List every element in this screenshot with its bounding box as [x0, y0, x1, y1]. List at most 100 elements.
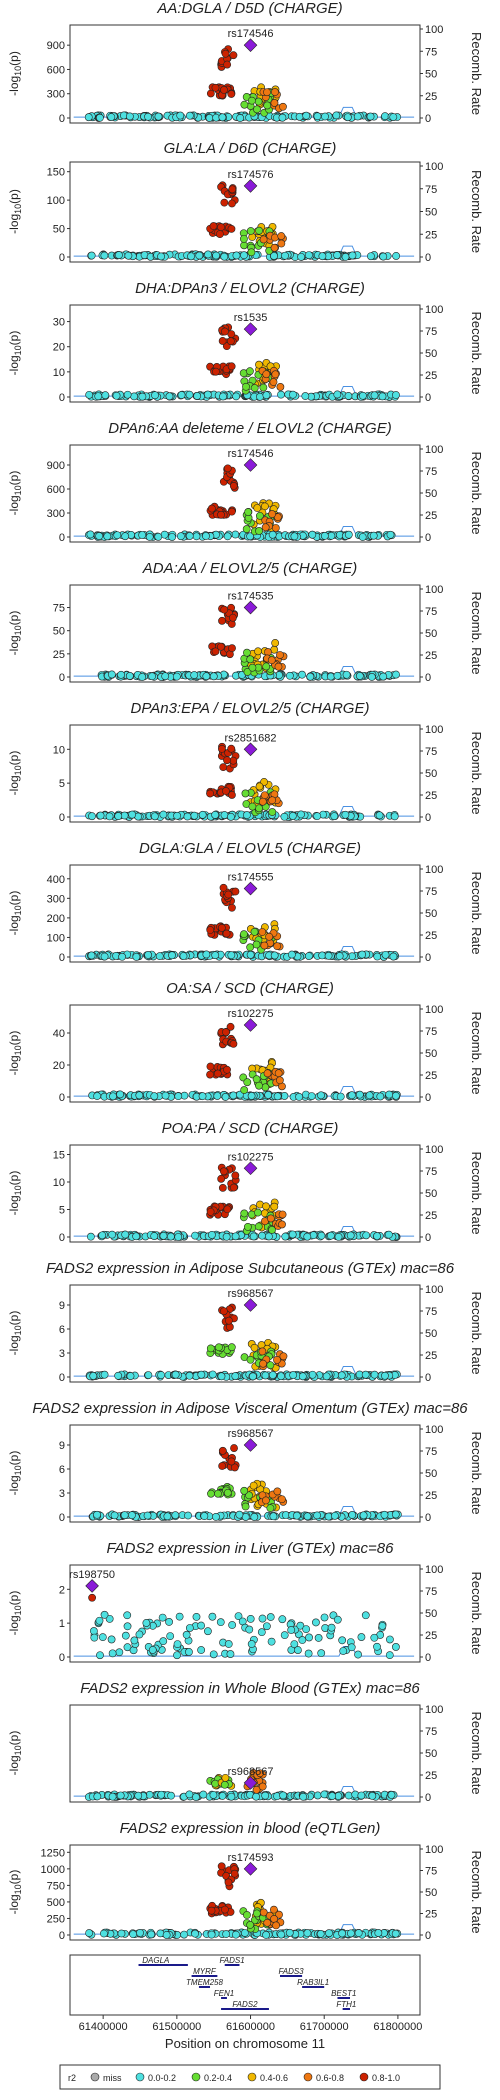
snp-point [202, 950, 211, 959]
y-axis-label-subscript: 10 [13, 905, 23, 915]
snp-point [316, 1930, 325, 1938]
y-tick-label: 0 [59, 1652, 65, 1664]
snp-point [268, 510, 276, 518]
snp-point [273, 1487, 282, 1496]
snp-point [279, 102, 287, 111]
locus-panel-3: DHA:DPAn3 / ELOVL2 (CHARGE) 0 10 20 30 0 25 50 7… [7, 280, 484, 404]
y2-tick-label: 100 [425, 584, 443, 596]
lead-snp-marker [243, 881, 258, 896]
lead-snp-marker [243, 179, 258, 193]
snp-point [365, 1091, 374, 1100]
snp-point [259, 235, 268, 244]
snp-point [114, 1371, 123, 1380]
snp-point [263, 1069, 272, 1078]
snp-point [87, 251, 96, 260]
snp-point [220, 198, 229, 207]
y-axis-label-arg: (p) [7, 1731, 21, 1746]
snp-point [230, 1444, 238, 1452]
snp-point [98, 1231, 107, 1240]
y2-tick-label: 50 [425, 348, 437, 360]
snp-point [271, 370, 280, 379]
y-axis-label: -log10(p) [7, 1870, 23, 1915]
snp-point [262, 1931, 270, 1939]
snp-point [273, 942, 282, 951]
snp-point [343, 113, 352, 122]
y-tick-label: 1000 [41, 1864, 65, 1876]
snp-point [253, 105, 261, 114]
snp-point [84, 113, 93, 122]
snp-point [130, 392, 138, 401]
y-tick-label: 100 [47, 932, 65, 944]
y2-tick-label: 50 [425, 488, 437, 500]
snp-point [173, 1651, 181, 1660]
snp-point [261, 1791, 270, 1800]
y2-tick-label: 50 [425, 908, 437, 920]
y-tick-label: 10 [53, 744, 65, 756]
snp-point [240, 1209, 249, 1218]
locus-panel-1: AA:DGLA / D5D (CHARGE) 0 300 600 900 0 25 50 75 1… [7, 0, 484, 125]
snp-point [166, 1632, 175, 1641]
lead-snp-marker [243, 458, 258, 472]
snp-point [228, 791, 236, 799]
y-axis-label-subscript: 10 [13, 66, 23, 76]
snp-point [159, 810, 168, 819]
y-tick-label: 1 [59, 1618, 65, 1630]
snp-point [223, 1205, 232, 1214]
snp-point [218, 616, 226, 625]
snp-point [278, 1615, 287, 1624]
y-axis-label: -log10(p) [7, 1451, 23, 1496]
y-axis-label-arg: (p) [7, 891, 21, 906]
snp-point [230, 1463, 239, 1472]
y-axis-label-arg: (p) [7, 331, 21, 346]
y2-tick-label: 50 [425, 1608, 437, 1620]
snp-point [271, 524, 280, 532]
snp-point [219, 1307, 228, 1316]
y2-tick-label: 0 [425, 1372, 431, 1384]
snp-point [326, 1231, 335, 1240]
y2-tick-label: 50 [425, 628, 437, 640]
snp-point [262, 1496, 270, 1505]
y-tick-label: 900 [47, 460, 65, 472]
lead-snp-marker [243, 322, 258, 336]
snp-point [246, 943, 255, 952]
snp-point [256, 392, 264, 401]
snp-point [259, 1359, 267, 1368]
snp-point [295, 1092, 304, 1101]
y-tick-label: 9 [59, 1300, 65, 1312]
snp-point [166, 1232, 175, 1241]
snp-point [174, 1092, 183, 1101]
snp-point [197, 1621, 206, 1630]
y2-tick-label: 100 [425, 1144, 443, 1156]
gene-label: MYRF [193, 1967, 217, 1976]
y-tick-label: 600 [47, 64, 65, 76]
snp-point [297, 252, 306, 261]
snp-point [220, 1780, 229, 1789]
snp-point [261, 1083, 270, 1092]
y2-axis-label: Recomb. Rate [469, 451, 484, 534]
snp-point [334, 1232, 343, 1241]
snp-point [88, 812, 96, 821]
snp-point [227, 330, 236, 338]
snp-point [347, 1643, 356, 1652]
lead-snp-marker [243, 1018, 258, 1032]
y-tick-label: 10 [53, 367, 65, 379]
y-axis-label: -log10(p) [7, 891, 23, 936]
snp-point [266, 1504, 275, 1513]
y2-tick-label: 100 [425, 304, 443, 316]
snp-point [241, 789, 250, 798]
snp-point [154, 532, 163, 541]
y-axis-label-arg: (p) [7, 1171, 21, 1186]
snp-point [96, 1651, 104, 1660]
snp-point [134, 1791, 143, 1800]
y2-tick-label: 50 [425, 1468, 437, 1480]
snp-point [253, 504, 262, 512]
snp-point [213, 1069, 222, 1078]
snp-point [207, 1230, 216, 1239]
snp-point [198, 810, 207, 819]
snp-point [261, 523, 270, 532]
snp-point [228, 613, 237, 622]
snp-point [289, 1371, 298, 1379]
snp-point [171, 1370, 180, 1379]
snp-point [262, 1622, 271, 1631]
lead-snp-label: rs174576 [228, 169, 274, 181]
